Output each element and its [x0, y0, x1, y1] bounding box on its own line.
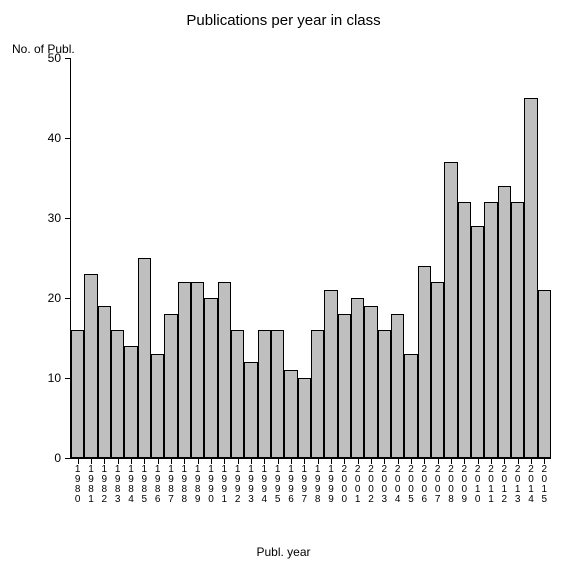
y-tick [65, 458, 71, 459]
x-tick-label: 2 0 1 2 [500, 465, 508, 505]
bar [284, 370, 297, 458]
x-tick-label: 1 9 8 4 [127, 465, 135, 505]
bar [391, 314, 404, 458]
bar [84, 274, 97, 458]
bar [258, 330, 271, 458]
y-tick-label: 40 [48, 131, 61, 145]
bar [231, 330, 244, 458]
x-tick-label: 2 0 1 5 [540, 465, 548, 505]
bar [431, 282, 444, 458]
y-tick [65, 58, 71, 59]
y-tick [65, 138, 71, 139]
bar [378, 330, 391, 458]
y-tick-label: 0 [54, 451, 61, 465]
x-axis-title: Publ. year [0, 545, 567, 559]
bar [404, 354, 417, 458]
bar [444, 162, 457, 458]
y-tick-label: 30 [48, 211, 61, 225]
x-tick-label: 1 9 9 7 [300, 465, 308, 505]
x-tick-label: 1 9 8 6 [154, 465, 162, 505]
plot-area: 010203040501 9 8 01 9 8 11 9 8 21 9 8 31… [70, 58, 551, 459]
bar [338, 314, 351, 458]
y-axis-title: No. of Publ. [12, 42, 75, 56]
bar [191, 282, 204, 458]
y-tick [65, 218, 71, 219]
bar [271, 330, 284, 458]
bar [471, 226, 484, 458]
bar [418, 266, 431, 458]
bar [204, 298, 217, 458]
bar [498, 186, 511, 458]
x-tick-label: 1 9 9 5 [274, 465, 282, 505]
x-tick-label: 2 0 0 8 [447, 465, 455, 505]
x-tick-label: 2 0 0 6 [420, 465, 428, 505]
x-tick-label: 2 0 1 3 [514, 465, 522, 505]
y-tick-label: 20 [48, 291, 61, 305]
x-tick-label: 1 9 9 9 [327, 465, 335, 505]
x-tick-label: 1 9 8 9 [194, 465, 202, 505]
bar [324, 290, 337, 458]
bar [98, 306, 111, 458]
bar [538, 290, 551, 458]
x-tick-label: 1 9 8 8 [180, 465, 188, 505]
x-tick-label: 2 0 0 1 [354, 465, 362, 505]
bar [124, 346, 137, 458]
x-tick-label: 1 9 8 7 [167, 465, 175, 505]
bar [351, 298, 364, 458]
x-tick-label: 1 9 9 2 [234, 465, 242, 505]
x-tick-label: 1 9 9 1 [220, 465, 228, 505]
y-tick-label: 10 [48, 371, 61, 385]
y-tick-label: 50 [48, 51, 61, 65]
bar [311, 330, 324, 458]
x-tick-label: 2 0 0 2 [367, 465, 375, 505]
x-tick-label: 2 0 0 7 [434, 465, 442, 505]
bar [458, 202, 471, 458]
x-tick-label: 1 9 8 2 [100, 465, 108, 505]
bar [524, 98, 537, 458]
bar [511, 202, 524, 458]
bar [484, 202, 497, 458]
x-tick-label: 1 9 8 1 [87, 465, 95, 505]
x-tick-label: 1 9 8 3 [114, 465, 122, 505]
bar [244, 362, 257, 458]
x-tick-label: 1 9 8 0 [74, 465, 82, 505]
bar [178, 282, 191, 458]
y-tick [65, 298, 71, 299]
x-tick-label: 1 9 9 8 [314, 465, 322, 505]
chart-container: Publications per year in class No. of Pu… [0, 0, 567, 567]
x-tick-label: 1 9 9 0 [207, 465, 215, 505]
bar [138, 258, 151, 458]
x-tick-label: 2 0 0 5 [407, 465, 415, 505]
bar [218, 282, 231, 458]
bar [151, 354, 164, 458]
x-tick-label: 2 0 1 4 [527, 465, 535, 505]
bar [298, 378, 311, 458]
bar [164, 314, 177, 458]
x-tick-label: 2 0 0 3 [380, 465, 388, 505]
chart-title: Publications per year in class [0, 12, 567, 29]
bar [111, 330, 124, 458]
x-tick-label: 2 0 0 4 [394, 465, 402, 505]
x-tick-label: 1 9 9 3 [247, 465, 255, 505]
x-tick-label: 2 0 1 0 [474, 465, 482, 505]
bar [71, 330, 84, 458]
x-tick-label: 1 9 9 4 [260, 465, 268, 505]
x-tick-label: 1 9 8 5 [140, 465, 148, 505]
x-tick-label: 2 0 1 1 [487, 465, 495, 505]
x-tick-label: 1 9 9 6 [287, 465, 295, 505]
bar [364, 306, 377, 458]
x-tick-label: 2 0 0 9 [460, 465, 468, 505]
x-tick-label: 2 0 0 0 [340, 465, 348, 505]
